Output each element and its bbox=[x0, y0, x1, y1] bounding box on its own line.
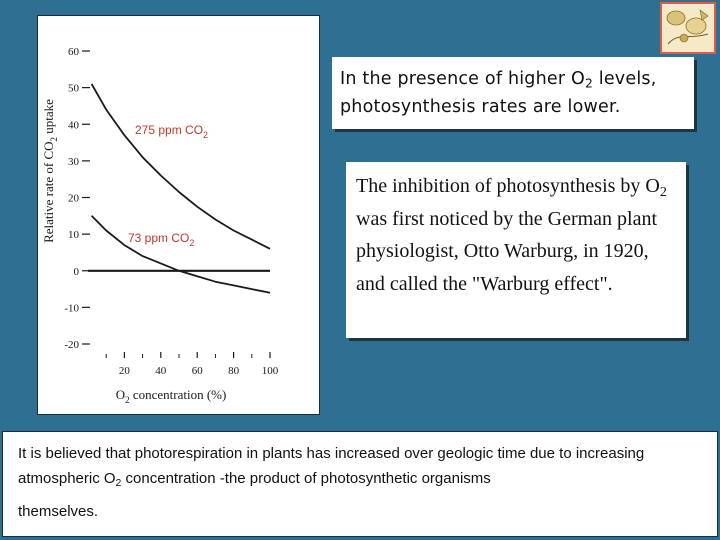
y-tick-label: -20 bbox=[64, 339, 79, 351]
x-tick-label: 40 bbox=[155, 365, 167, 377]
annotation-73ppm: 73 ppm CO2 bbox=[128, 231, 194, 248]
x-axis-label-base: O bbox=[116, 387, 125, 402]
x-axis-label-sub: 2 bbox=[125, 395, 130, 405]
curve-275ppm-co2 bbox=[90, 83, 271, 250]
y-tick-label: 60 bbox=[68, 46, 80, 58]
y-axis-label-post: uptake bbox=[41, 99, 56, 137]
y-axis-label-sub: 2 bbox=[49, 137, 59, 142]
y-tick-label: 30 bbox=[68, 156, 80, 168]
annotation-275ppm: 275 ppm CO2 bbox=[135, 123, 208, 140]
y-axis-label: Relative rate of CO2 uptake bbox=[41, 99, 59, 243]
y-tick-label: 40 bbox=[68, 119, 80, 131]
curve-73ppm-co2 bbox=[90, 215, 271, 294]
x-axis-label-post: concentration (%) bbox=[130, 387, 227, 402]
y-tick-label: -10 bbox=[64, 302, 79, 314]
callout-warburg-effect: The inhibition of photosynthesis by O2 w… bbox=[346, 162, 686, 338]
x-tick-label: 80 bbox=[228, 365, 240, 377]
x-axis-ticks: 20 40 60 80 100 bbox=[105, 352, 279, 377]
y-tick-label: 20 bbox=[68, 193, 80, 205]
callout-mid-text: The inhibition of photosynthesis by O2 w… bbox=[356, 175, 667, 295]
x-tick-label: 60 bbox=[192, 365, 204, 377]
y-tick-label: 0 bbox=[74, 266, 80, 278]
series-lines bbox=[88, 83, 271, 294]
y-axis-ticks: 60 50 40 30 20 10 0 -10 -20 bbox=[64, 46, 90, 351]
y-tick-label: 50 bbox=[68, 83, 80, 95]
leaf-sketch-icon bbox=[662, 4, 714, 52]
y-axis-label-base: Relative rate of CO bbox=[41, 141, 56, 242]
decorative-plant-thumbnail bbox=[660, 2, 716, 54]
chart-panel: 60 50 40 30 20 10 0 -10 -20 20 40 60 80 100 O2 conce… bbox=[37, 15, 320, 415]
callout-photorespiration: It is believed that photorespiration in … bbox=[2, 431, 718, 537]
callout-bottom-text: It is believed that photorespiration in … bbox=[18, 445, 645, 520]
callout-presence-of-o2: In the presence of higher O2 levels, phot… bbox=[332, 57, 694, 129]
y-tick-label: 10 bbox=[68, 229, 80, 241]
x-tick-label: 100 bbox=[262, 365, 279, 377]
callout-top-text: In the presence of higher O2 levels, phot… bbox=[340, 69, 657, 117]
x-axis-label: O2 concentration (%) bbox=[116, 387, 227, 405]
x-tick-label: 20 bbox=[119, 365, 130, 377]
